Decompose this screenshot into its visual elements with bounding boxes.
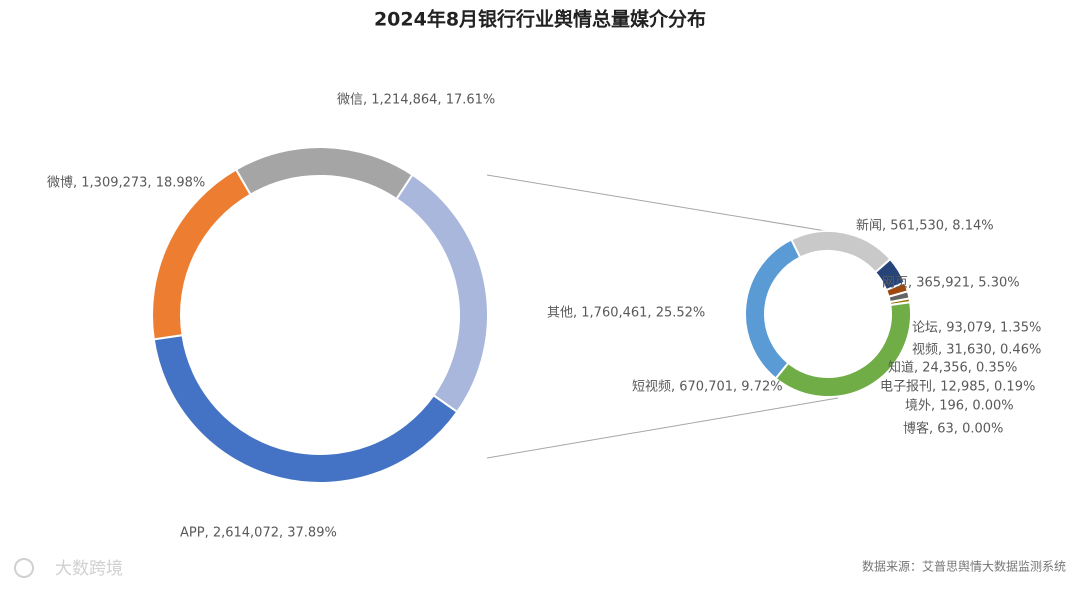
chart-title: 2024年8月银行行业舆情总量媒介分布 xyxy=(374,8,706,31)
data-label: 短视频, 670,701, 9.72% xyxy=(632,380,783,395)
data-label: 博客, 63, 0.00% xyxy=(903,421,1003,437)
donut-slice xyxy=(774,301,912,398)
data-label: 新闻, 561,530, 8.14% xyxy=(856,218,994,234)
data-label: 电子报刊, 12,985, 0.19% xyxy=(880,380,1035,395)
connector-line xyxy=(486,397,839,459)
data-label: 微信, 1,214,864, 17.61% xyxy=(337,93,495,108)
connector-line xyxy=(486,174,839,234)
data-label: 论坛, 93,079, 1.35% xyxy=(912,321,1041,336)
data-label: 微博, 1,309,273, 18.98% xyxy=(47,176,205,191)
data-label: 视频, 31,630, 0.46% xyxy=(912,343,1041,358)
watermark: 大数跨境 xyxy=(55,559,123,579)
data-label: 网页, 365,921, 5.30% xyxy=(882,276,1020,291)
data-label: 知道, 24,356, 0.35% xyxy=(888,360,1017,376)
data-label: 其他, 1,760,461, 25.52% xyxy=(547,306,705,321)
data-label: 境外, 196, 0.00% xyxy=(905,399,1014,414)
source-note: 数据来源：艾普思舆情大数据监测系统 xyxy=(862,559,1066,574)
donut-slice xyxy=(151,168,252,341)
data-label: APP, 2,614,072, 37.89% xyxy=(180,526,337,541)
watermark-logo xyxy=(14,558,34,578)
